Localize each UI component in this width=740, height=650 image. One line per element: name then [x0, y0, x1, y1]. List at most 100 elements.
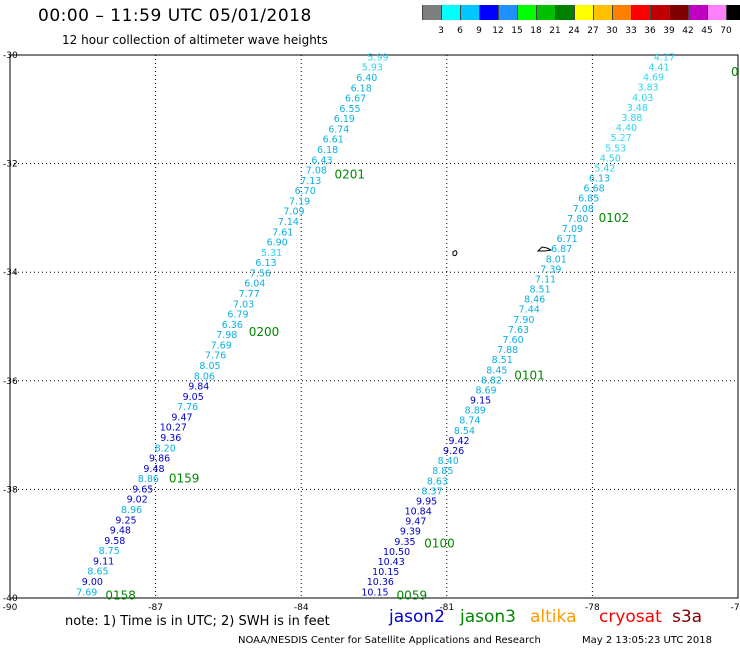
swh-value: 9.00: [82, 577, 103, 588]
swh-value: 9.47: [171, 412, 192, 423]
swh-value: 7.98: [216, 330, 237, 341]
swh-value: 4.03: [632, 93, 653, 104]
swh-value: 9.47: [405, 517, 426, 528]
latitude-label: -38: [3, 485, 18, 495]
swh-value: 9.25: [115, 515, 136, 526]
swh-value: 5.93: [362, 63, 383, 74]
swh-value: 9.39: [400, 527, 421, 538]
swh-value: 6.13: [255, 258, 276, 269]
swh-value: 7.80: [567, 214, 588, 225]
swh-value: 9.02: [127, 495, 148, 506]
swh-value: 7.03: [233, 299, 254, 310]
satellite-legend-altika: altika: [530, 607, 577, 627]
swh-value: 4.41: [648, 63, 669, 74]
swh-value: 6.67: [345, 94, 366, 105]
swh-value: 9.15: [470, 396, 491, 407]
swh-value: 8.63: [427, 476, 448, 487]
swh-value: 6.04: [244, 279, 265, 290]
satellite-legend-jason3: jason3: [460, 607, 516, 627]
swh-value: 6.71: [557, 234, 578, 245]
legend-label: 33: [625, 26, 637, 36]
swh-value: 8.65: [87, 567, 108, 578]
swh-value: 7.19: [289, 196, 310, 207]
swh-value: 9.11: [93, 556, 114, 567]
swh-value: 7.13: [300, 176, 321, 187]
legend-swatch: [688, 5, 707, 20]
swh-value: 9.48: [143, 464, 164, 475]
swh-value: 10.27: [160, 423, 187, 434]
island-shape: [536, 246, 553, 252]
swh-value: 9.26: [443, 446, 464, 457]
swh-value: 3.48: [627, 103, 648, 114]
swh-value: 8.85: [432, 466, 453, 477]
swh-value: 7.76: [205, 351, 226, 362]
swh-value: 6.85: [578, 194, 599, 205]
credit-line: NOAA/NESDIS Center for Satellite Applica…: [238, 635, 541, 646]
swh-value: 8.96: [121, 505, 142, 516]
longitude-label: -78: [585, 603, 600, 613]
latitude-label: -36: [3, 377, 18, 387]
longitude-label: -81: [439, 603, 454, 613]
swh-value: 8.69: [475, 385, 496, 396]
swh-value: 7.77: [239, 289, 260, 300]
swh-value: 7.09: [562, 224, 583, 235]
swh-value: 8.75: [99, 546, 120, 557]
swh-value: 3.88: [621, 113, 642, 124]
swh-value: 7.69: [211, 340, 232, 351]
legend-swatch: [460, 5, 479, 20]
legend-swatch: [669, 5, 688, 20]
swh-value: 8.05: [199, 361, 220, 372]
longitude-label: -84: [294, 603, 309, 613]
legend-label: 21: [549, 26, 561, 36]
legend-swatch: [612, 5, 631, 20]
track-time-label: 0059: [397, 588, 428, 602]
swh-value: 8.45: [486, 365, 507, 376]
legend-label: 45: [701, 26, 713, 36]
legend-label: 27: [587, 26, 599, 36]
swh-value: 9.35: [394, 537, 415, 548]
swh-value: 8.40: [438, 456, 459, 467]
swh-value: 7.60: [502, 335, 523, 346]
swh-value: 5.42: [594, 163, 615, 174]
swh-value: 5.27: [611, 133, 632, 144]
satellite-legend-cryosat: cryosat: [599, 607, 662, 627]
legend-label: 6: [457, 26, 463, 36]
swh-value: 7.61: [272, 227, 293, 238]
swh-value: 9.36: [160, 433, 181, 444]
swh-value: 6.43: [311, 155, 332, 166]
legend-label: 39: [663, 26, 675, 36]
map-title: 00:00 – 11:59 UTC 05/01/2018: [38, 6, 312, 26]
legend-label: 15: [511, 26, 523, 36]
legend-swatch: [517, 5, 536, 20]
track-time-label: 0100: [424, 537, 455, 551]
swh-value: 7.63: [508, 325, 529, 336]
swh-value: 6.79: [227, 310, 248, 321]
legend-swatch: [650, 5, 669, 20]
swh-value: 8.89: [465, 406, 486, 417]
swh-value: 7.56: [250, 268, 271, 279]
swh-value: 6.36: [222, 320, 243, 331]
generated-timestamp: May 2 13:05:23 UTC 2018: [582, 635, 712, 646]
swh-value: 6.18: [351, 83, 372, 94]
legend-label: 36: [644, 26, 656, 36]
swh-value: 9.42: [448, 436, 469, 447]
latitude-label: -34: [3, 268, 18, 278]
swh-value: 3.83: [638, 83, 659, 94]
track-time-label: 0158: [105, 588, 136, 602]
legend-swatch: [479, 5, 498, 20]
swh-value: 7.69: [76, 587, 97, 598]
longitude-label: -75: [731, 603, 740, 613]
swh-value: 6.90: [267, 238, 288, 249]
legend-label: 3: [438, 26, 444, 36]
swh-value: 6.55: [339, 104, 360, 115]
track-time-label: 0102: [599, 211, 630, 225]
swh-value: 7.39: [540, 264, 561, 275]
swh-value: 7.76: [177, 402, 198, 413]
longitude-label: -87: [148, 603, 163, 613]
island-shape: [452, 250, 458, 257]
satellite-legend-s3a: s3a: [672, 607, 703, 627]
legend-label: 24: [568, 26, 580, 36]
latitude-label: -40: [3, 594, 18, 604]
swh-value: 8.54: [454, 426, 475, 437]
swh-value: 8.51: [529, 285, 550, 296]
